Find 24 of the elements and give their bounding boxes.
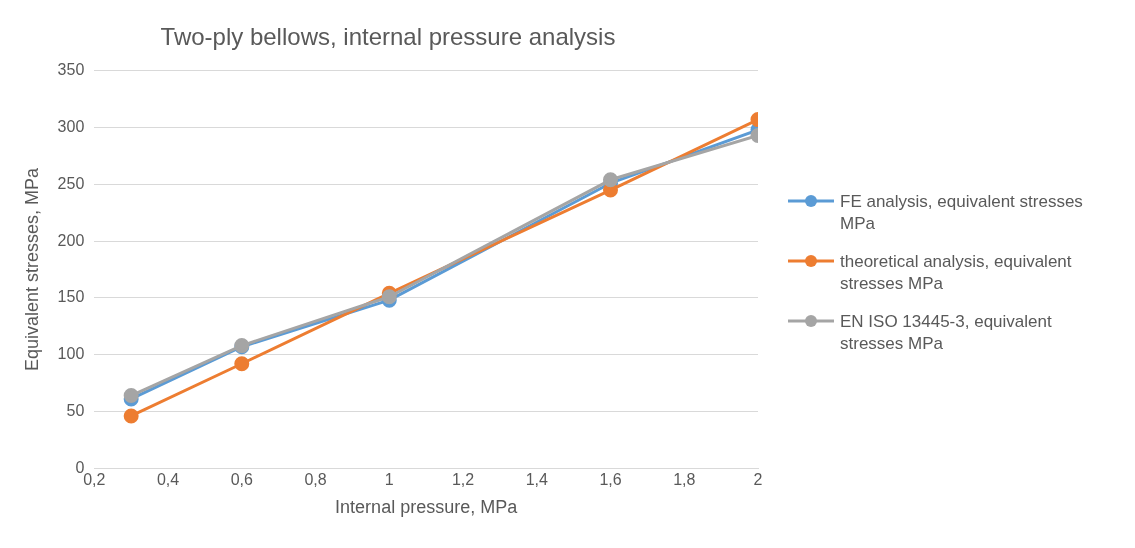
x-tick-label: 1,4: [525, 471, 548, 489]
x-tick-label: 1,8: [673, 471, 696, 489]
y-tick-label: 300: [57, 117, 85, 135]
x-tick-label: 0,6: [230, 471, 253, 489]
y-tick-label: 0: [75, 458, 85, 476]
x-axis-title: Internal pressure, MPa: [335, 497, 519, 518]
y-tick-label: 250: [57, 174, 85, 192]
x-tick-label: 0,2: [83, 471, 106, 489]
y-tick-label: 200: [57, 231, 85, 249]
y-tick-label: 150: [57, 288, 85, 306]
x-tick-label: 1,2: [451, 471, 475, 489]
chart-title: Two-ply bellows, internal pressure analysis: [160, 23, 616, 51]
legend-label: FE analysis, equivalent stresses MPa: [840, 191, 1084, 235]
y-axis-title: Equivalent stresses, MPa: [21, 166, 42, 372]
legend-label: theoretical analysis, equivalent stresses MPa: [840, 251, 1073, 295]
y-tick-label: 100: [57, 345, 85, 363]
x-tick-label: 1: [384, 471, 394, 489]
y-tick-label: 50: [66, 401, 85, 419]
x-tick-label: 0,8: [304, 471, 327, 489]
x-tick-label: 0,4: [156, 471, 180, 489]
x-tick-label: 1,6: [599, 471, 622, 489]
x-tick-label: 2: [753, 471, 763, 489]
y-tick-label: 350: [57, 61, 85, 79]
legend-label: EN ISO 13445-3, equivalent stresses MPa: [840, 311, 1053, 355]
